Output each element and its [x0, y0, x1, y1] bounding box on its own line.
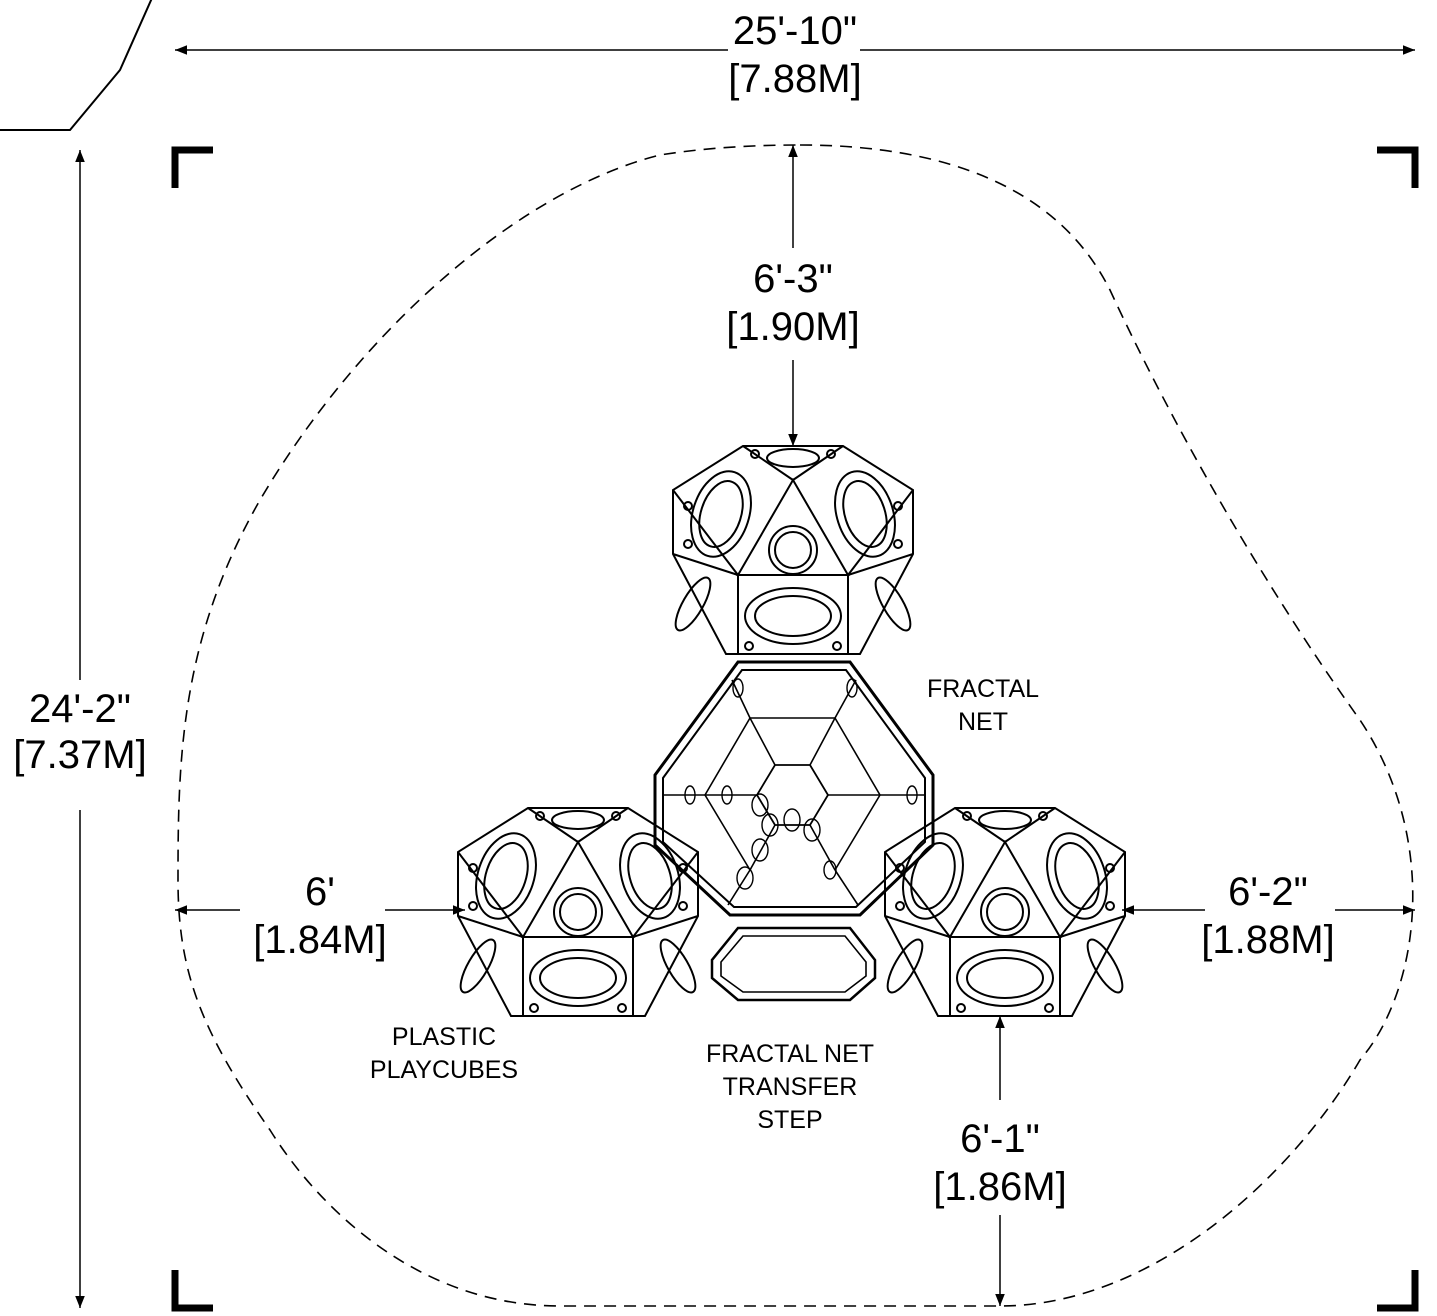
overall-width-metric: [7.88M]	[728, 57, 861, 101]
playcube-right	[884, 807, 1126, 1017]
transfer-step-label-line1: FRACTAL NET	[706, 1040, 874, 1068]
fractal-net	[653, 660, 935, 917]
corner-bracket-bottom-left	[171, 1270, 213, 1312]
transfer-step	[710, 926, 877, 1002]
left-clearance-metric: [1.84M]	[253, 918, 386, 962]
playcube-template	[0, 0, 153, 131]
fractal-net-label-line2: NET	[958, 708, 1008, 736]
overall-height-metric: [7.37M]	[13, 733, 146, 777]
bottom-clearance-imperial: 6'-1"	[960, 1117, 1040, 1161]
corner-brackets	[171, 146, 1419, 1312]
bottom-clearance-metric: [1.86M]	[933, 1165, 1066, 1209]
right-clearance-imperial: 6'-2"	[1228, 870, 1308, 914]
playcube-top	[672, 445, 914, 655]
corner-bracket-top-left	[171, 146, 213, 188]
overall-height-imperial: 24'-2"	[29, 687, 131, 731]
use-zone-outline	[177, 144, 1414, 1307]
fractal-net-hexagon	[755, 764, 830, 826]
corner-bracket-bottom-right	[1377, 1270, 1419, 1312]
right-clearance-metric: [1.88M]	[1201, 918, 1334, 962]
left-clearance-imperial: 6'	[305, 870, 335, 914]
corner-bracket-top-right	[1377, 146, 1419, 188]
top-clearance-metric: [1.90M]	[726, 305, 859, 349]
fractal-net-frame	[653, 660, 935, 917]
transfer-step-label-line3: STEP	[757, 1106, 822, 1134]
playcubes-label-line2: PLAYCUBES	[370, 1056, 518, 1084]
transfer-step-label-line2: TRANSFER	[723, 1073, 858, 1101]
dimension-lines	[75, 45, 1415, 1308]
fractal-net-label-line1: FRACTAL	[927, 675, 1039, 703]
overall-width-imperial: 25'-10"	[733, 9, 857, 53]
top-clearance-imperial: 6'-3"	[753, 257, 833, 301]
fractal-net-frame-inner	[662, 669, 926, 908]
playcubes-label-line1: PLASTIC	[392, 1023, 496, 1051]
playcube-left	[457, 807, 699, 1017]
